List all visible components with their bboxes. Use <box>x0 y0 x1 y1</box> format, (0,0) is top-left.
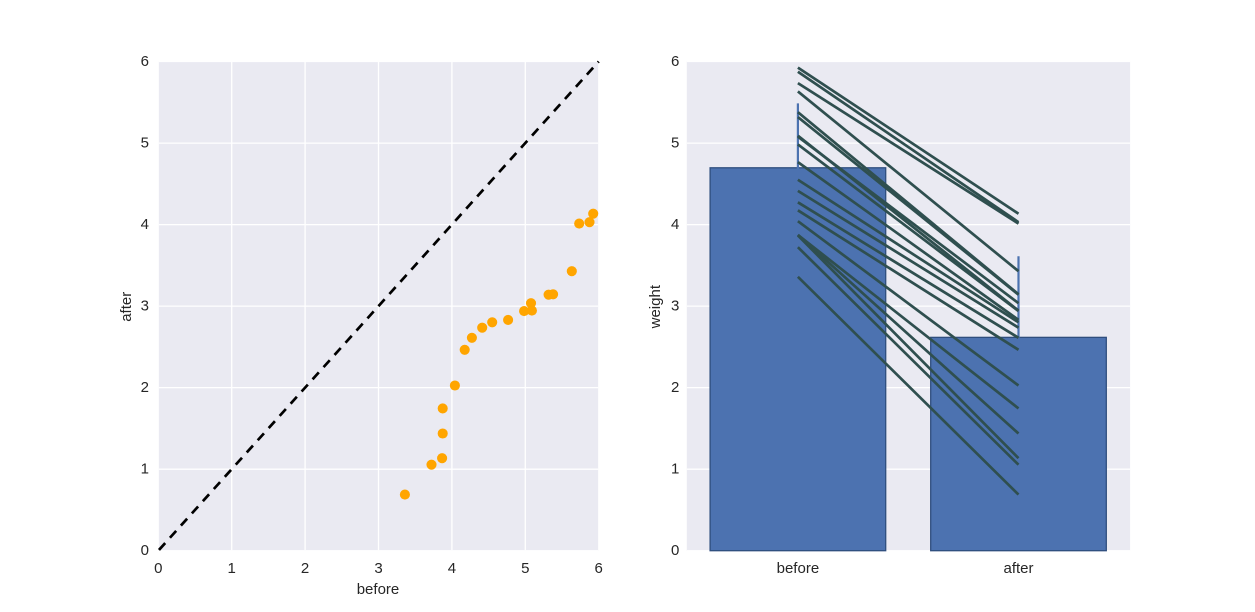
svg-text:5: 5 <box>521 560 529 577</box>
svg-text:5: 5 <box>141 135 149 152</box>
svg-text:0: 0 <box>154 560 162 577</box>
svg-text:before: before <box>777 560 820 577</box>
svg-text:1: 1 <box>141 461 149 478</box>
svg-text:6: 6 <box>141 53 149 70</box>
svg-text:4: 4 <box>141 216 149 233</box>
svg-text:4: 4 <box>671 216 679 233</box>
svg-text:after: after <box>118 292 135 322</box>
svg-text:0: 0 <box>671 542 679 559</box>
svg-text:1: 1 <box>228 560 236 577</box>
svg-text:2: 2 <box>301 560 309 577</box>
svg-text:1: 1 <box>671 461 679 478</box>
svg-text:2: 2 <box>141 379 149 396</box>
svg-text:after: after <box>1003 560 1033 577</box>
svg-text:5: 5 <box>671 135 679 152</box>
svg-text:3: 3 <box>671 298 679 315</box>
svg-text:2: 2 <box>671 379 679 396</box>
svg-text:0: 0 <box>141 542 149 559</box>
svg-text:6: 6 <box>671 53 679 70</box>
svg-text:3: 3 <box>141 298 149 315</box>
svg-text:3: 3 <box>374 560 382 577</box>
svg-text:weight: weight <box>647 284 664 329</box>
svg-text:4: 4 <box>448 560 456 577</box>
svg-text:before: before <box>357 581 400 598</box>
svg-text:6: 6 <box>595 560 603 577</box>
